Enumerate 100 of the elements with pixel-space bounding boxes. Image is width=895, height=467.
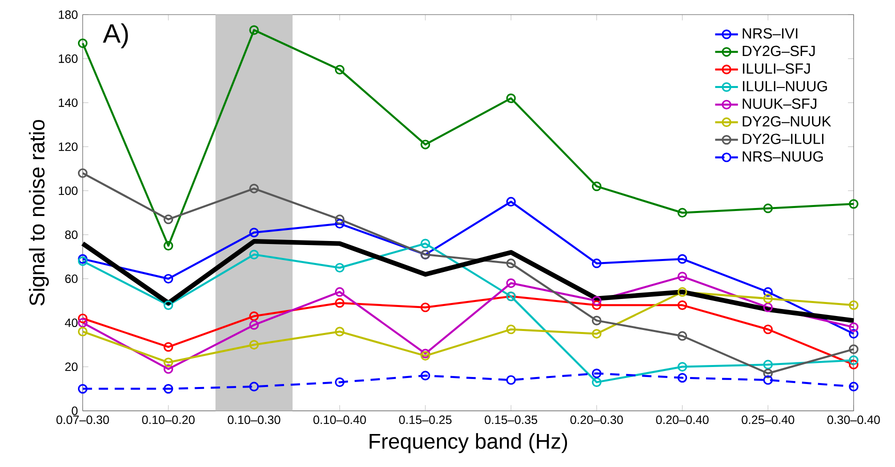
point [763,302,773,312]
point [164,274,174,284]
point [78,384,88,394]
point [78,168,88,178]
point [763,368,773,378]
point [420,302,430,312]
point [249,382,259,392]
point [592,296,602,306]
point [848,300,858,310]
point [164,384,174,394]
x-tick-label: 0.10–0.30 [228,416,280,424]
point [592,368,602,378]
legend-label: DY2G–NUUK [742,116,832,127]
point [164,358,174,368]
y-tick-label: 20 [65,362,78,372]
point [848,344,858,354]
point [164,300,174,310]
point [763,360,773,370]
point [164,241,174,251]
point [678,208,688,218]
annotation: A) [102,23,128,48]
y-tick-label: 40 [64,318,78,328]
line-series [80,239,856,323]
point [763,204,773,214]
point [334,298,344,308]
x-axis-title: Frequency band (Hz) [370,433,568,454]
point [334,263,344,273]
point [506,94,516,104]
legend-label: NRS–NUUG [742,151,823,162]
point [420,348,430,358]
point [334,326,344,336]
y-axis-title: Signal to noise ratio [28,120,49,306]
point [678,272,688,282]
point [249,228,259,238]
x-tick-label: 0.20–0.40 [656,416,709,424]
point [848,382,858,392]
x-tick-label: 0.07–0.30 [56,416,109,424]
legend-label: ILULI–NUUG [742,81,827,92]
y-tick-label: 0 [72,406,78,416]
y-tick-label: 160 [58,54,78,64]
point [592,258,602,268]
point [678,287,688,297]
point [334,214,344,224]
point [334,219,344,229]
point [848,199,858,209]
point [592,316,602,326]
point [506,197,516,207]
point [763,294,773,304]
legend-label: ILULI–SFJ [742,63,810,74]
legend-label: DY2G–SFJ [742,46,815,56]
point [848,355,858,366]
point [164,364,174,374]
point [164,214,174,224]
point [763,287,773,297]
y-tick-label: 140 [58,98,78,108]
legend-label: DY2G–ILULI [742,134,824,144]
point [592,377,602,388]
point [420,370,430,380]
y-tick-label: 60 [65,274,78,284]
point [763,375,773,385]
point [249,320,259,330]
point [249,250,259,260]
point [334,64,344,75]
point [592,300,602,310]
point [334,377,344,388]
point [848,329,858,339]
point [848,322,858,332]
x-tick-label: 0.15–0.25 [399,416,452,424]
y-tick-label: 80 [65,230,78,240]
point [506,324,516,334]
x-tick-label: 0.30–0.40 [827,416,880,424]
point [249,25,259,35]
point [249,340,259,350]
y-tick-label: 180 [58,10,78,19]
point [420,140,430,150]
point [506,258,516,268]
point [763,324,773,334]
point [249,311,259,322]
point [848,360,858,370]
x-tick-label: 0.10–0.20 [142,416,195,424]
point [78,314,88,324]
x-tick-label: 0.15–0.35 [484,416,538,424]
y-tick-label: 100 [58,186,78,196]
point [506,278,516,288]
point [678,300,688,310]
point [420,238,430,248]
point [678,254,688,264]
point [678,331,688,341]
point [506,375,516,385]
legend-label: NUUK–SFJ [742,98,816,109]
point [334,287,344,297]
x-tick-label: 0.25–0.40 [742,416,794,424]
x-tick-label: 0.10–0.40 [313,416,366,424]
point [678,373,688,383]
point [78,38,88,48]
point [78,256,88,266]
y-tick-label: 120 [58,142,78,152]
point [249,184,259,194]
point [420,351,430,361]
point [78,326,88,336]
